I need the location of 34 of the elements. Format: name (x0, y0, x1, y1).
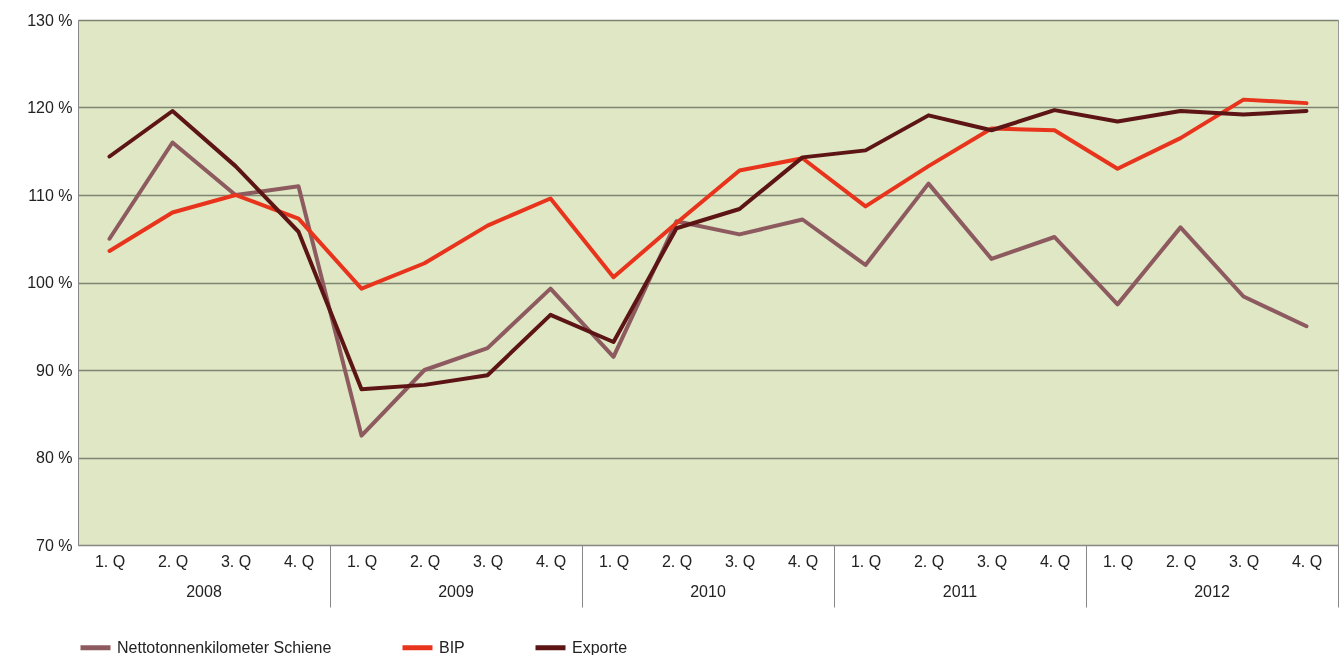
text: 2009 (438, 583, 474, 600)
x-tick-label: 1. Q (94, 552, 126, 570)
x-tick-label: 3. Q (976, 552, 1008, 570)
text: 2008 (186, 583, 222, 600)
x-tick-label: 1. Q (598, 552, 630, 570)
x-tick-label: 3. Q (724, 552, 756, 570)
y-tick-label: 90 % (36, 361, 73, 379)
x-tick-label: 4. Q (1291, 552, 1323, 570)
text: 2010 (690, 583, 726, 600)
legend-label: Nettotonnenkilometer Schiene (117, 638, 332, 655)
text: 2011 (942, 583, 978, 600)
text: 2012 (1194, 583, 1230, 600)
x-tick-label: 4. Q (1039, 552, 1071, 570)
y-tick-label: 120 % (27, 99, 73, 116)
x-tick-label: 2. Q (1165, 552, 1197, 570)
x-tick-label: 2. Q (157, 552, 189, 570)
x-tick-label: 2. Q (409, 552, 441, 570)
x-tick-label: 1. Q (850, 552, 882, 570)
y-tick-label: 110 % (28, 186, 73, 204)
x-tick-label: 4. Q (283, 552, 315, 570)
x-tick-label: 4. Q (787, 552, 819, 570)
x-tick-label: 2. Q (913, 552, 945, 570)
legend-label: BIP (439, 638, 465, 655)
y-tick-label: 130 % (27, 11, 73, 29)
x-tick-label: 4. Q (535, 552, 567, 570)
y-tick-label: 70 % (36, 536, 73, 554)
x-tick-label: 1. Q (1102, 552, 1134, 570)
x-tick-label: 2. Q (661, 552, 693, 570)
y-tick-label: 80 % (36, 449, 73, 466)
x-tick-label: 3. Q (220, 552, 252, 570)
y-tick-label: 100 % (27, 274, 73, 291)
x-tick-label: 3. Q (472, 552, 504, 570)
x-tick-label: 3. Q (1228, 552, 1260, 570)
x-tick-label: 1. Q (346, 552, 378, 570)
